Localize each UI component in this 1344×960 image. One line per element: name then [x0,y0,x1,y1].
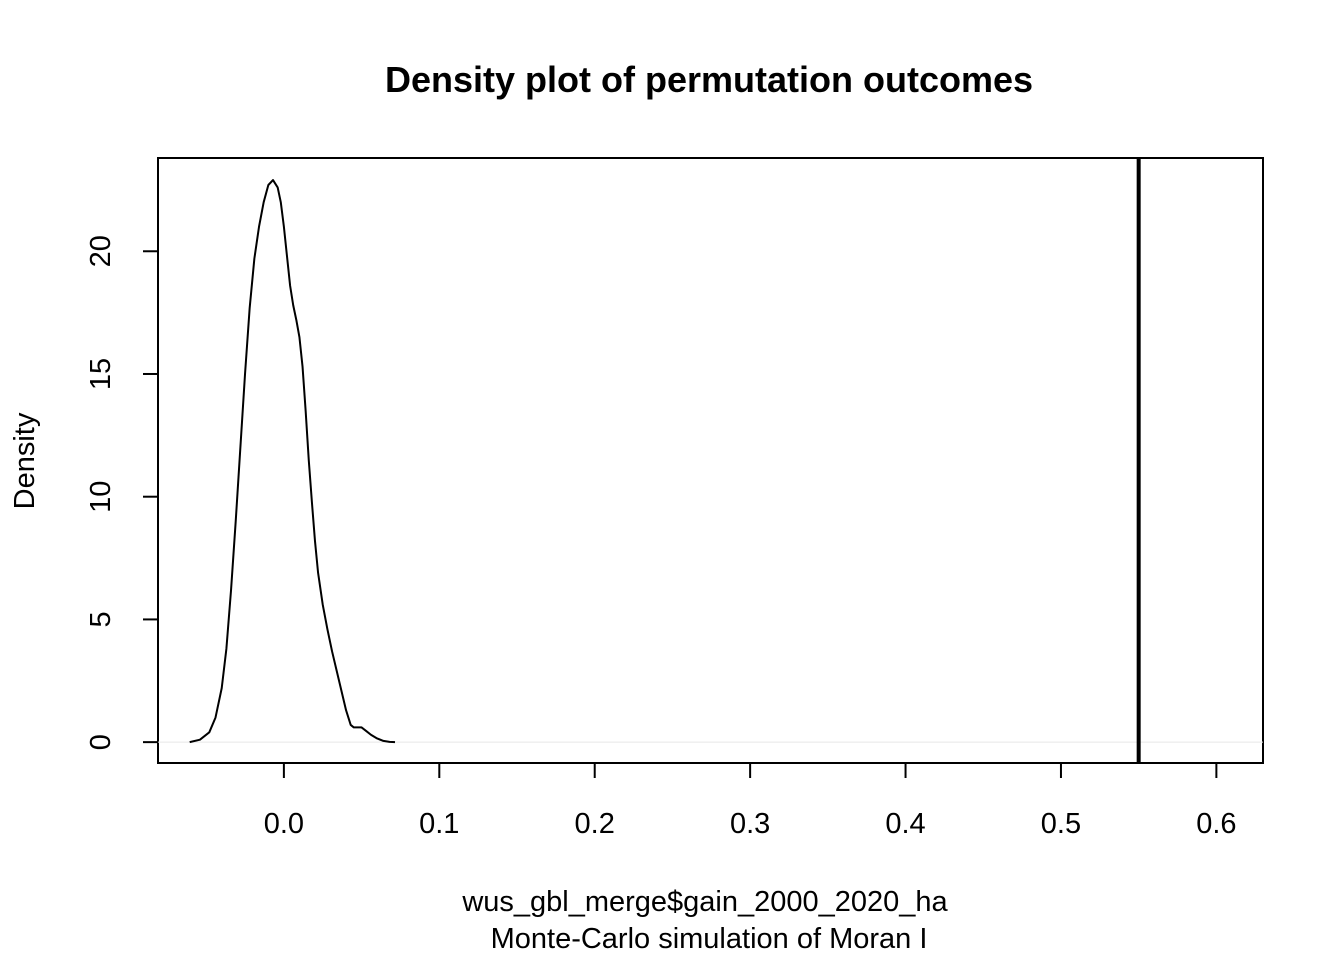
series-layer [158,158,1263,763]
y-axis: 0 5 10 15 20 [85,235,159,750]
x-tick-label: 0.2 [575,808,615,840]
x-tick-label: 0.6 [1196,808,1236,840]
y-tick-label: 20 [85,235,117,267]
x-tick-label: 0.0 [264,808,304,840]
y-tick-label: 5 [85,611,117,627]
x-tick-label: 0.4 [885,808,925,840]
y-axis-label: Density [9,412,41,509]
chart-title: Density plot of permutation outcomes [385,59,1033,100]
y-tick-label: 10 [85,481,117,513]
plot-frame [157,157,1264,764]
chart-subtitle: Monte-Carlo simulation of Moran I [491,923,928,955]
y-tick-label: 0 [85,734,117,750]
x-tick-label: 0.3 [730,808,770,840]
x-axis-label: wus_gbl_merge$gain_2000_2020_ha [461,886,948,918]
density-curve [189,179,396,744]
x-tick-label: 0.1 [419,808,459,840]
y-tick-label: 15 [85,358,117,390]
x-tick-label: 0.5 [1041,808,1081,840]
x-axis: 0.0 0.1 0.2 0.3 0.4 0.5 0.6 [264,762,1237,840]
